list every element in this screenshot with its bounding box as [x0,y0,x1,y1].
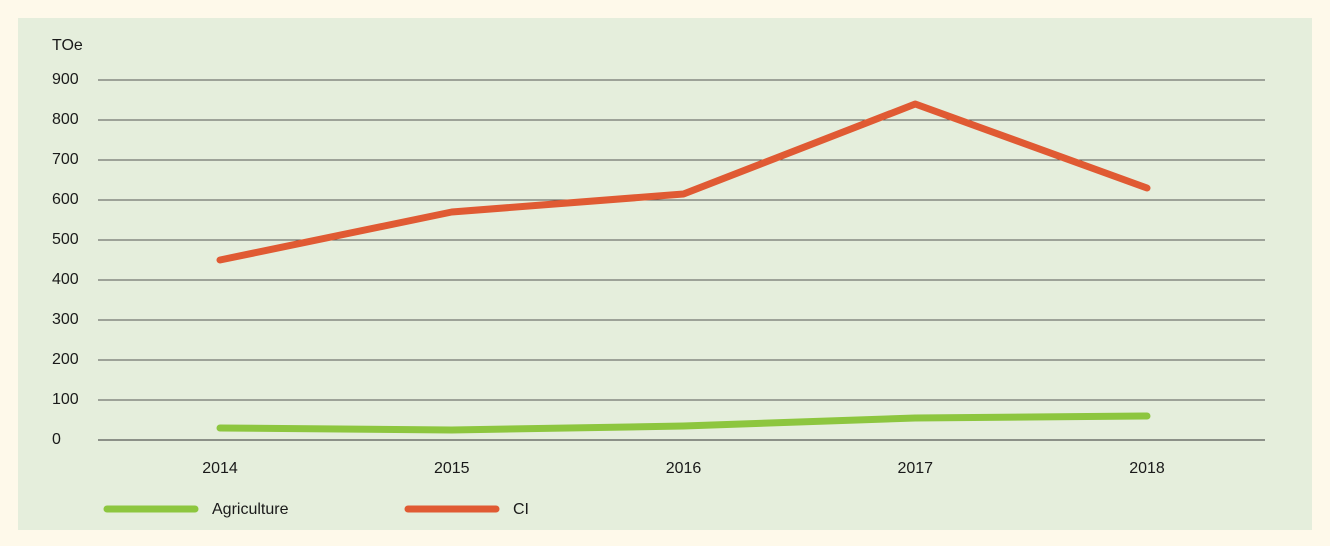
legend-label: Agriculture [212,501,289,518]
y-tick-label: 900 [52,71,79,88]
y-tick-label: 400 [52,271,79,288]
y-tick-label: 600 [52,191,79,208]
y-tick-label: 200 [52,351,79,368]
y-tick-label: 300 [52,311,79,328]
x-tick-label: 2017 [897,460,933,477]
data-line [216,412,1151,434]
x-tick-label: 2018 [1129,460,1165,477]
y-tick-label: 0 [52,431,61,448]
legend-label: CI [513,501,529,518]
panel [18,18,1312,530]
y-tick-label: 500 [52,231,79,248]
y-tick-label: 700 [52,151,79,168]
data-line [216,100,1151,264]
x-tick-label: 2015 [434,460,470,477]
x-tick-label: 2016 [666,460,702,477]
y-axis-label: TOe [52,37,83,54]
y-tick-label: 800 [52,111,79,128]
x-tick-label: 2014 [202,460,238,477]
y-tick-label: 100 [52,391,79,408]
